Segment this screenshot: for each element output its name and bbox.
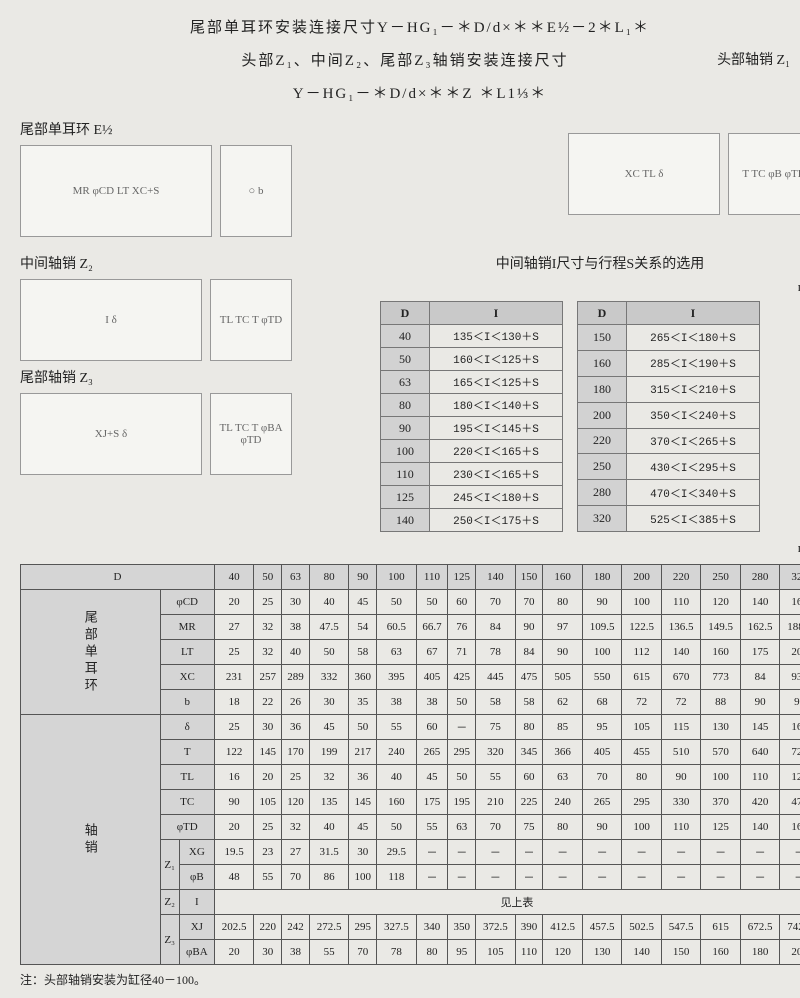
diagram-e12-end: ○ b — [220, 145, 292, 237]
unit-mm-2: mm — [22, 540, 800, 556]
label-z1: 头部轴销 Z₁ — [598, 49, 800, 69]
di-table-right: DI150265＜I＜180＋S160285＜I＜190＋S180315＜I＜2… — [577, 301, 760, 532]
title-line-3: Y－HG₁－＊D/d×＊＊Z ＊L1⅓＊ — [20, 82, 800, 103]
di-title: 中间轴销I尺寸与行程S关系的选用 — [380, 253, 800, 273]
label-z2: 中间轴销 Z₂ — [20, 253, 360, 273]
diagram-z3-side: XJ+S δ — [20, 393, 202, 475]
diagram-z3-end: TL TC T φBA φTD — [210, 393, 292, 475]
title-line-2: 头部Z₁、中间Z₂、尾部Z₃轴销安装连接尺寸 — [213, 49, 598, 70]
diagram-z1-end: T TC φB φTD — [728, 133, 800, 215]
unit-mm-1: mm — [382, 279, 800, 295]
label-z3: 尾部轴销 Z₃ — [20, 367, 360, 387]
diagram-z1-side: XC TL δ — [568, 133, 720, 215]
main-table: D405063809010011012514015016018020022025… — [20, 564, 800, 965]
label-e12: 尾部单耳环 E½ — [20, 119, 292, 139]
di-table-left: DI40135＜I＜130＋S50160＜I＜125＋S63165＜I＜125＋… — [380, 301, 563, 532]
title-line-1: 尾部单耳环安装连接尺寸Y－HG₁－＊D/d×＊＊E½－2＊L₁＊ — [20, 16, 800, 37]
diagram-z2-end: TL TC T φTD — [210, 279, 292, 361]
footnote: 注：头部轴销安装为缸径40－100。 — [20, 971, 800, 988]
diagram-e12-side: MR φCD LT XC+S — [20, 145, 212, 237]
diagram-z2-side: I δ — [20, 279, 202, 361]
